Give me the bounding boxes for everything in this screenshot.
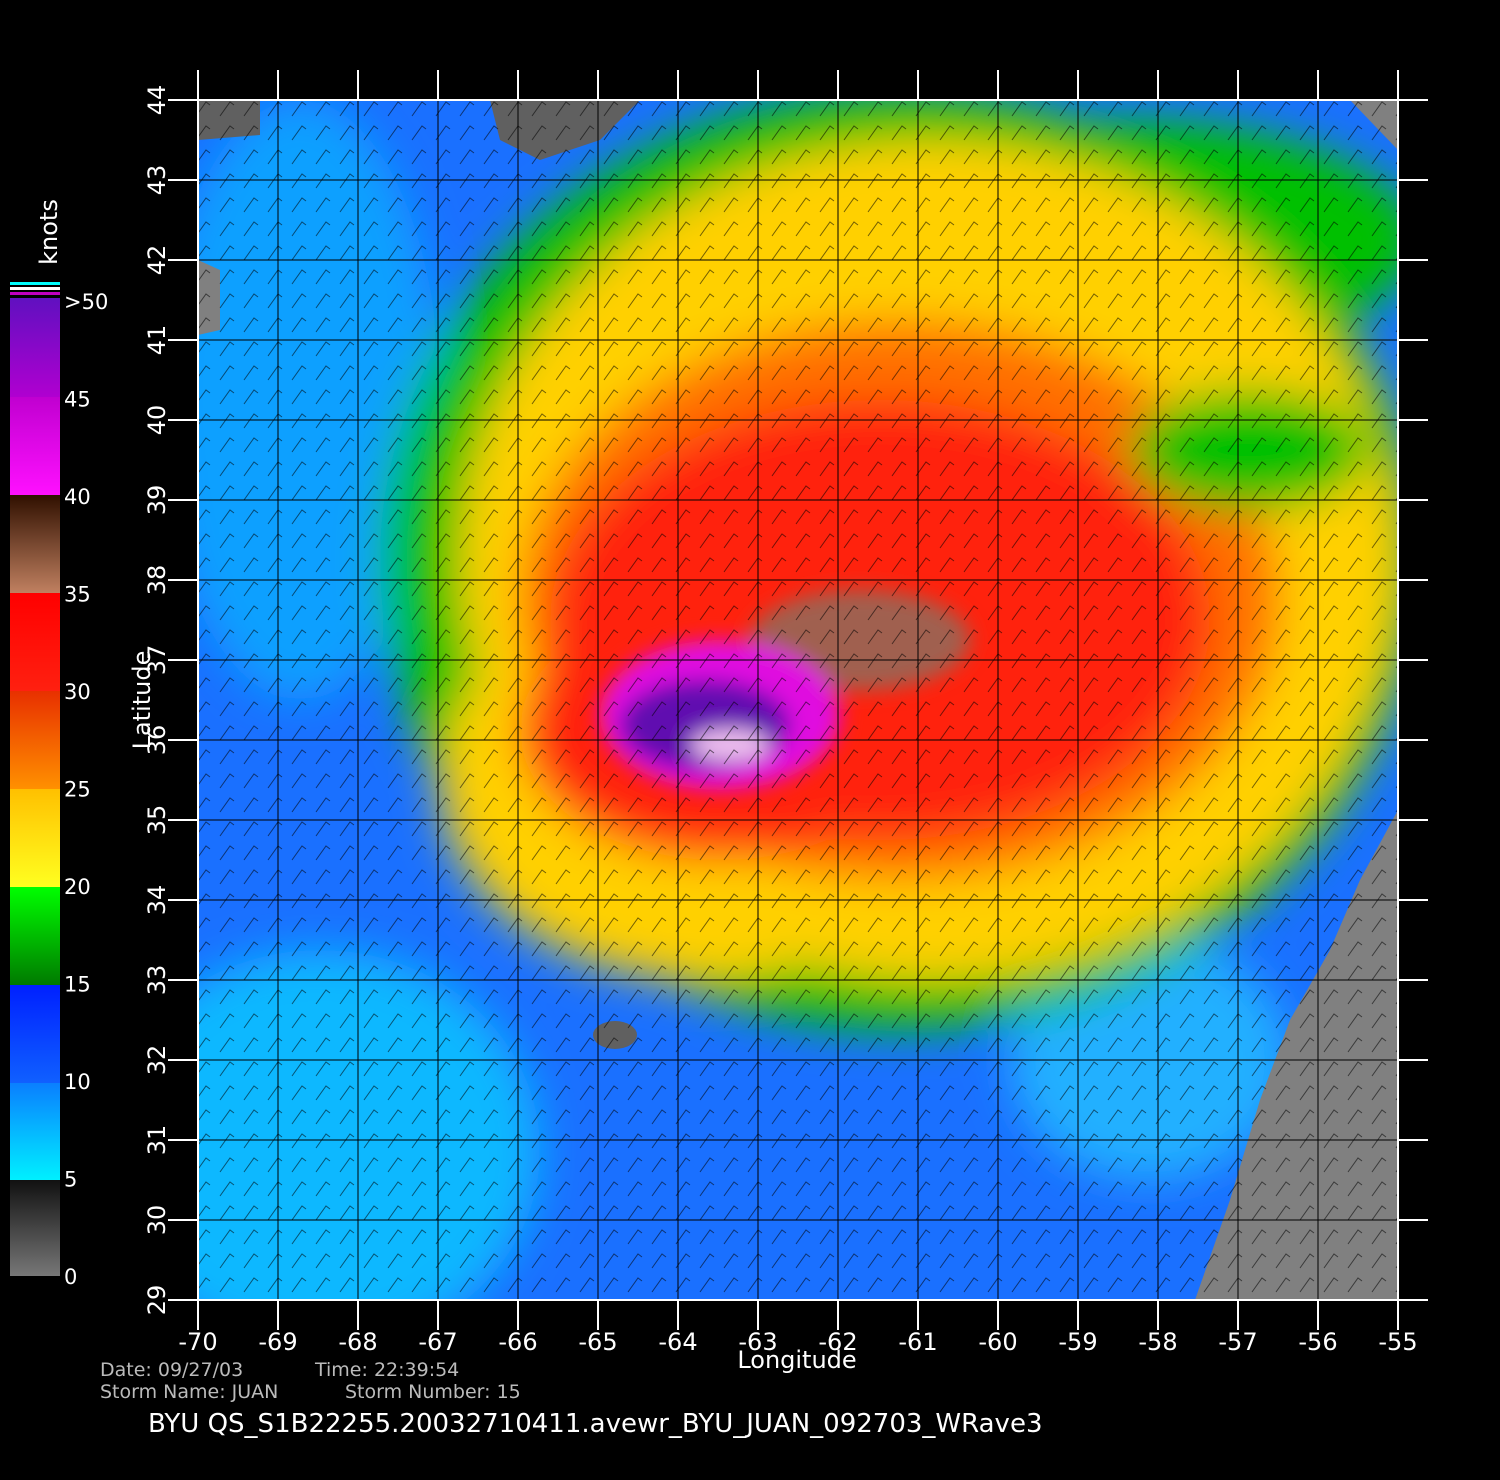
- y-tick-label: 34: [143, 885, 171, 916]
- x-tick-label: -62: [818, 1328, 857, 1356]
- y-tick-label: 40: [143, 405, 171, 436]
- colorbar-tick-label: 5: [64, 1168, 77, 1192]
- y-tick-label: 31: [143, 1125, 171, 1156]
- y-tick-label: 35: [143, 805, 171, 836]
- colorbar-tick-label: 15: [64, 973, 91, 997]
- y-tick-label: 44: [143, 85, 171, 116]
- colorbar-tick-label: 35: [64, 583, 91, 607]
- y-tick-label: 38: [143, 565, 171, 596]
- colorbar-tick-label: >50: [64, 290, 108, 314]
- plot-frame: [197, 99, 1399, 1301]
- wind-field: [198, 100, 1398, 1300]
- colorbar-tick-label: 10: [64, 1070, 91, 1094]
- y-tick-label: 29: [143, 1285, 171, 1316]
- colorbar-tick-label: 0: [64, 1265, 77, 1289]
- x-tick-label: -55: [1378, 1328, 1417, 1356]
- colorbar: [10, 282, 60, 1276]
- y-tick-label: 41: [143, 325, 171, 356]
- storm-name: Storm Name: JUAN: [100, 1381, 278, 1403]
- y-tick-label: 32: [143, 1045, 171, 1076]
- x-axis-label: Longitude: [737, 1346, 856, 1374]
- product-name: BYU QS_S1B22255.20032710411.avewr_BYU_JU…: [148, 1409, 1043, 1439]
- x-tick-label: -61: [898, 1328, 937, 1356]
- y-tick-label: 42: [143, 245, 171, 276]
- x-tick-label: -60: [978, 1328, 1017, 1356]
- x-tick-label: -58: [1138, 1328, 1177, 1356]
- storm-number: Storm Number: 15: [345, 1381, 521, 1403]
- x-tick-label: -68: [338, 1328, 377, 1356]
- x-tick-label: -64: [658, 1328, 697, 1356]
- x-tick-label: -69: [258, 1328, 297, 1356]
- x-tick-label: -56: [1298, 1328, 1337, 1356]
- x-tick-label: -66: [498, 1328, 537, 1356]
- colorbar-tick-label: 25: [64, 778, 91, 802]
- y-tick-label: 30: [143, 1205, 171, 1236]
- y-tick-label: 39: [143, 485, 171, 516]
- x-tick-label: -70: [178, 1328, 217, 1356]
- colorbar-tick-label: 45: [64, 388, 91, 412]
- x-tick-label: -67: [418, 1328, 457, 1356]
- x-tick-label: -57: [1218, 1328, 1257, 1356]
- colorbar-tick-label: 20: [64, 875, 91, 899]
- colorbar-unit: knots: [35, 199, 63, 265]
- x-tick-label: -63: [738, 1328, 777, 1356]
- axis-ticks: -70 -69 -68 -67 -66 -65 -64 -63 -62 -61 -60 -59 -58 -…: [64, 70, 1428, 1356]
- grid: [197, 99, 1399, 1301]
- y-tick-label: 43: [143, 165, 171, 196]
- colorbar-tick-label: 30: [64, 680, 91, 704]
- time: Time: 22:39:54: [314, 1359, 459, 1381]
- date: Date: 09/27/03: [100, 1359, 243, 1381]
- colorbar-tick-label: 40: [64, 485, 91, 509]
- y-tick-label: 36: [143, 725, 171, 756]
- y-tick-label: 37: [143, 645, 171, 676]
- x-tick-label: -59: [1058, 1328, 1097, 1356]
- y-tick-label: 33: [143, 965, 171, 996]
- x-tick-label: -65: [578, 1328, 617, 1356]
- y-axis-label: Latitude: [128, 651, 156, 750]
